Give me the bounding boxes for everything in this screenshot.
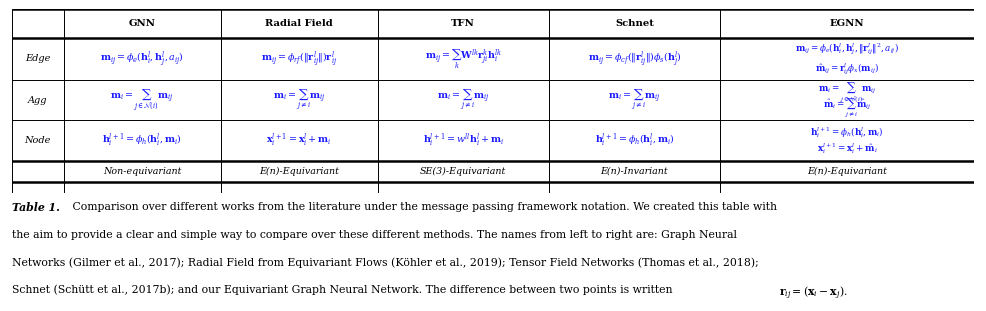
Text: $\mathbf{h}_i^{l+1} = \phi_h(\mathbf{h}_i^l, \mathbf{m}_i)$: $\mathbf{h}_i^{l+1} = \phi_h(\mathbf{h}_… <box>595 132 674 149</box>
Text: E(n)-Equivariant: E(n)-Equivariant <box>808 167 887 176</box>
Text: $\mathbf{h}_i^{l+1} = \phi_h \left( \mathbf{h}_i^l, \mathbf{m}_i \right)$: $\mathbf{h}_i^{l+1} = \phi_h \left( \mat… <box>810 125 884 140</box>
Text: $\mathbf{m}_{ij} = \sum_k \mathbf{W}^{lk}\mathbf{r}_{ji}^k\mathbf{h}_i^{lk}$: $\mathbf{m}_{ij} = \sum_k \mathbf{W}^{lk… <box>425 47 502 71</box>
Text: the aim to provide a clear and simple way to compare over these different method: the aim to provide a clear and simple wa… <box>12 230 737 240</box>
Text: $\mathbf{h}_i^{l+1} = \phi_h(\mathbf{h}_i^l, \mathbf{m}_i)$: $\mathbf{h}_i^{l+1} = \phi_h(\mathbf{h}_… <box>103 132 182 149</box>
Text: Node: Node <box>25 136 51 145</box>
Text: $\mathbf{m}_i = \sum_{j \neq i} \mathbf{m}_{ij}$: $\mathbf{m}_i = \sum_{j \neq i} \mathbf{… <box>437 87 489 113</box>
Text: Edge: Edge <box>25 54 50 63</box>
Text: E(n)-Invariant: E(n)-Invariant <box>600 167 669 176</box>
Text: $\mathbf{m}_{ij} = \phi_{cf}(\|\mathbf{r}_{ij}^l\|)\phi_s(\mathbf{h}_j^l)$: $\mathbf{m}_{ij} = \phi_{cf}(\|\mathbf{r… <box>588 49 681 69</box>
Text: $\mathbf{m}_i = \sum_{j \neq i} \mathbf{m}_{ij}$: $\mathbf{m}_i = \sum_{j \neq i} \mathbf{… <box>273 87 325 113</box>
Text: Networks (Gilmer et al., 2017); Radial Field from Equivariant Flows (Köhler et a: Networks (Gilmer et al., 2017); Radial F… <box>12 257 758 268</box>
Text: $\mathbf{m}_{ij} = \phi_e(\mathbf{h}_i^l, \mathbf{h}_j^l, \|\mathbf{r}_{ij}^l\|^: $\mathbf{m}_{ij} = \phi_e(\mathbf{h}_i^l… <box>795 41 899 57</box>
Text: Non-equivariant: Non-equivariant <box>103 167 181 176</box>
Text: $\mathbf{m}_i = \sum_{j \neq i} \mathbf{m}_{ij}$: $\mathbf{m}_i = \sum_{j \neq i} \mathbf{… <box>608 87 661 113</box>
Text: $\mathbf{x}_i^{l+1} = \mathbf{x}_i^l + \hat{\mathbf{m}}_i$: $\mathbf{x}_i^{l+1} = \mathbf{x}_i^l + \… <box>816 141 878 156</box>
Text: $\mathbf{m}_{ij} = \phi_e(\mathbf{h}_i^l, \mathbf{h}_j^l, a_{ij})$: $\mathbf{m}_{ij} = \phi_e(\mathbf{h}_i^l… <box>101 49 184 69</box>
Text: EGNN: EGNN <box>830 19 865 28</box>
Text: $\mathbf{x}_i^{l+1} = \mathbf{x}_i^l + \mathbf{m}_i$: $\mathbf{x}_i^{l+1} = \mathbf{x}_i^l + \… <box>266 132 332 149</box>
Text: E(n)-Equivariant: E(n)-Equivariant <box>259 167 339 176</box>
Text: GNN: GNN <box>129 19 156 28</box>
Text: $\mathbf{r}_{ij} = (\mathbf{x}_i - \mathbf{x}_j)$.: $\mathbf{r}_{ij} = (\mathbf{x}_i - \math… <box>779 285 848 302</box>
Text: Table 1.: Table 1. <box>12 202 60 213</box>
Text: $\mathbf{m}_i = \sum_{j \in \mathcal{N}(i)} \mathbf{m}_{ij}$: $\mathbf{m}_i = \sum_{j \in \mathcal{N}(… <box>817 80 877 104</box>
Text: Comparison over different works from the literature under the message passing fr: Comparison over different works from the… <box>69 202 777 212</box>
Text: $\mathbf{m}_i = \sum_{j \in \mathcal{N}(i)} \mathbf{m}_{ij}$: $\mathbf{m}_i = \sum_{j \in \mathcal{N}(… <box>110 87 174 113</box>
Text: $\hat{\mathbf{m}}_i = \sum_{j \neq i} \hat{\mathbf{m}}_{ij}$: $\hat{\mathbf{m}}_i = \sum_{j \neq i} \h… <box>823 97 872 120</box>
Text: Schnet: Schnet <box>615 19 654 28</box>
Text: Agg: Agg <box>28 96 47 105</box>
Text: Radial Field: Radial Field <box>265 19 333 28</box>
Text: $\mathbf{m}_{ij} = \phi_{rf}(\|\mathbf{r}_{ij}^l\|)\mathbf{r}_{ij}^l$: $\mathbf{m}_{ij} = \phi_{rf}(\|\mathbf{r… <box>261 49 337 69</box>
Text: Schnet (Schütt et al., 2017b); and our Equivariant Graph Neural Network. The dif: Schnet (Schütt et al., 2017b); and our E… <box>12 285 675 295</box>
Text: $\hat{\mathbf{m}}_{ij} = \mathbf{r}_{ij}^l\phi_x(\mathbf{m}_{ij})$: $\hat{\mathbf{m}}_{ij} = \mathbf{r}_{ij}… <box>815 61 880 77</box>
Text: SE(3)-Equivariant: SE(3)-Equivariant <box>420 167 507 176</box>
Text: TFN: TFN <box>452 19 475 28</box>
Text: $\mathbf{h}_i^{l+1} = w^{ll}\mathbf{h}_i^l + \mathbf{m}_i$: $\mathbf{h}_i^{l+1} = w^{ll}\mathbf{h}_i… <box>423 132 504 149</box>
